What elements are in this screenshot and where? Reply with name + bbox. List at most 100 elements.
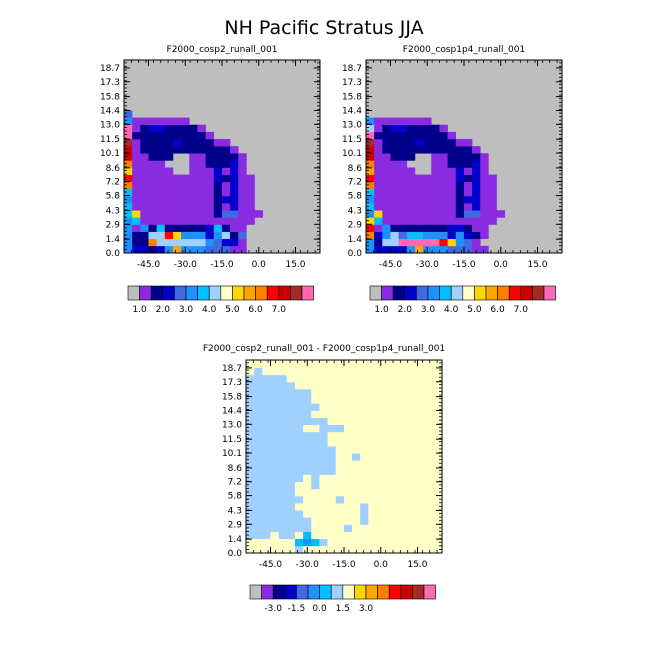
heat-cell	[401, 424, 410, 433]
heat-cell	[156, 146, 166, 154]
colorbar-box	[249, 584, 262, 600]
heat-cell	[132, 210, 141, 218]
heat-cell	[246, 453, 255, 461]
heat-cell	[360, 474, 369, 483]
heat-cell	[254, 381, 263, 390]
heat-cell	[401, 396, 410, 404]
heat-cell	[439, 188, 448, 197]
heat-cell	[447, 245, 457, 254]
colorbar-label: 3.0	[179, 305, 194, 315]
heat-cell	[311, 488, 320, 497]
heat-cell	[425, 524, 434, 532]
y-tick-label: 8.6	[228, 464, 243, 474]
heat-cell	[294, 474, 304, 483]
heat-cell	[327, 360, 337, 369]
y-tick-label: 17.3	[100, 78, 120, 88]
heat-cell	[327, 460, 337, 468]
heat-cell	[221, 138, 231, 147]
heat-cell	[278, 524, 288, 532]
heat-cell	[286, 510, 296, 518]
heat-cell	[382, 188, 391, 197]
heat-cell	[254, 438, 263, 447]
colorbar-box	[381, 285, 394, 301]
heat-cell	[140, 124, 149, 133]
heat-cell	[390, 124, 399, 133]
heat-cell	[311, 531, 320, 540]
heat-cell	[335, 374, 345, 383]
heat-cell	[382, 124, 391, 133]
heat-cell	[156, 181, 166, 190]
heat-cell	[406, 245, 416, 254]
heat-cell	[254, 453, 263, 461]
heat-cell	[197, 131, 206, 140]
heat-cell	[156, 138, 166, 147]
heat-cell	[392, 360, 402, 369]
heat-cell	[230, 217, 239, 225]
heat-cell	[172, 203, 182, 211]
heat-cell	[409, 481, 418, 490]
heat-cell	[366, 224, 375, 232]
heat-cell	[132, 153, 141, 161]
heat-cell	[189, 195, 198, 204]
heat-cell	[439, 181, 448, 190]
y-tick-label: 15.8	[222, 393, 242, 403]
colorbar-box	[197, 285, 210, 301]
heat-cell	[303, 389, 312, 397]
heat-cell	[132, 231, 141, 240]
heat-cell	[376, 495, 385, 504]
heat-cell	[286, 410, 296, 418]
heat-cell	[303, 438, 312, 447]
heat-cell	[352, 481, 361, 490]
heat-cell	[327, 495, 337, 504]
heat-cell	[409, 467, 418, 475]
heat-cell	[335, 410, 345, 418]
heat-cell	[172, 217, 182, 225]
y-tick-label: 14.4	[222, 406, 242, 416]
heat-cell	[455, 138, 465, 147]
heat-cell	[327, 524, 337, 532]
heat-cell	[270, 488, 279, 497]
heat-cell	[262, 403, 271, 411]
heat-cell	[414, 238, 424, 247]
heat-cell	[311, 545, 320, 554]
heat-cell	[463, 174, 473, 183]
colorbar-box	[377, 584, 390, 600]
heat-cell	[172, 231, 182, 240]
heat-cell	[390, 224, 399, 232]
heat-cell	[197, 195, 206, 204]
heat-cell	[189, 245, 198, 254]
heat-cell	[246, 446, 255, 454]
heat-cell	[414, 181, 424, 190]
heat-cell	[433, 467, 443, 475]
heat-cell	[148, 217, 157, 225]
heat-cell	[124, 146, 133, 154]
heat-cell	[335, 446, 345, 454]
heat-cell	[374, 138, 383, 147]
heat-cell	[392, 381, 402, 390]
heat-cell	[384, 538, 394, 547]
heat-cell	[455, 146, 465, 154]
heat-cell	[230, 245, 239, 254]
heat-cell	[431, 217, 440, 225]
heat-cell	[262, 474, 271, 483]
heat-cell	[368, 410, 377, 418]
heat-cell	[278, 460, 288, 468]
heat-cell	[181, 146, 190, 154]
heat-cell	[213, 181, 223, 190]
heat-cell	[254, 389, 263, 397]
heat-cell	[398, 124, 408, 133]
colorbar-box	[485, 285, 498, 301]
heat-cell	[398, 138, 408, 147]
heat-cell	[246, 174, 255, 183]
panel-left-cells	[124, 60, 320, 254]
heat-cell	[254, 360, 263, 369]
heat-cell	[368, 460, 377, 468]
heat-cell	[401, 545, 410, 554]
y-tick-label: 13.0	[222, 420, 242, 430]
heat-cell	[286, 396, 296, 404]
heat-cell	[172, 117, 182, 126]
heat-cell	[262, 453, 271, 461]
heat-cell	[447, 167, 457, 175]
heat-cell	[398, 188, 408, 197]
